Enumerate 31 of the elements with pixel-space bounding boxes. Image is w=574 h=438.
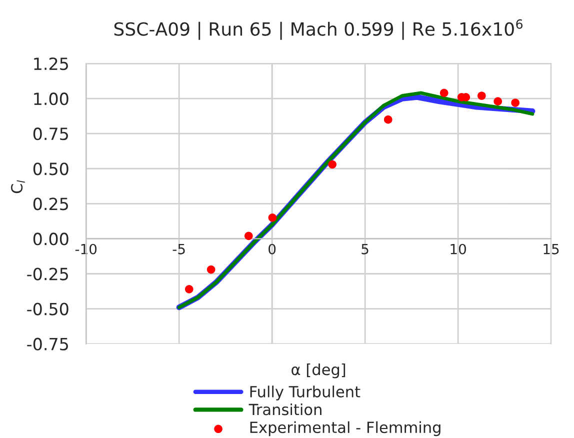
chart-title: SSC-A09 | Run 65 | Mach 0.599 | Re 5.16x10$^{6}$ [114,19,523,40]
legend-label: Fully Turbulent [250,386,360,400]
x-tick-label: 0 [268,244,276,254]
y-tick-label: 1.25 [34,57,68,70]
point [384,115,392,124]
point [328,160,336,169]
x-tick-label: 10 [450,244,466,254]
point [511,98,520,107]
y-tick-label: -0.25 [27,268,68,280]
point [440,88,448,98]
legend-label: Transition [248,403,322,416]
x-tick-label: -5 [172,244,185,254]
x-axis-title: α [deg] [292,363,346,378]
x-tick-label: -10 [75,244,97,254]
point [244,232,253,240]
x-tick-label: 5 [362,244,368,254]
y-tick-label: 1.00 [34,92,68,106]
y-tick-label: 0.00 [33,232,68,246]
y-tick-label: 0.25 [33,198,68,210]
y-tick-label: -0.50 [27,302,68,316]
point [184,285,194,294]
y-tick-label: 0.50 [33,162,68,176]
x-tick-label: 15 [544,244,559,254]
point [206,265,216,274]
y-axis-title: C$_{l}$ [11,180,25,194]
legend-label: Experimental - Flemming [250,421,440,436]
y-tick-label: 0.75 [33,128,68,140]
y-tick-label: -0.75 [27,338,68,350]
point [268,214,277,222]
point [494,97,502,106]
point [478,92,486,100]
